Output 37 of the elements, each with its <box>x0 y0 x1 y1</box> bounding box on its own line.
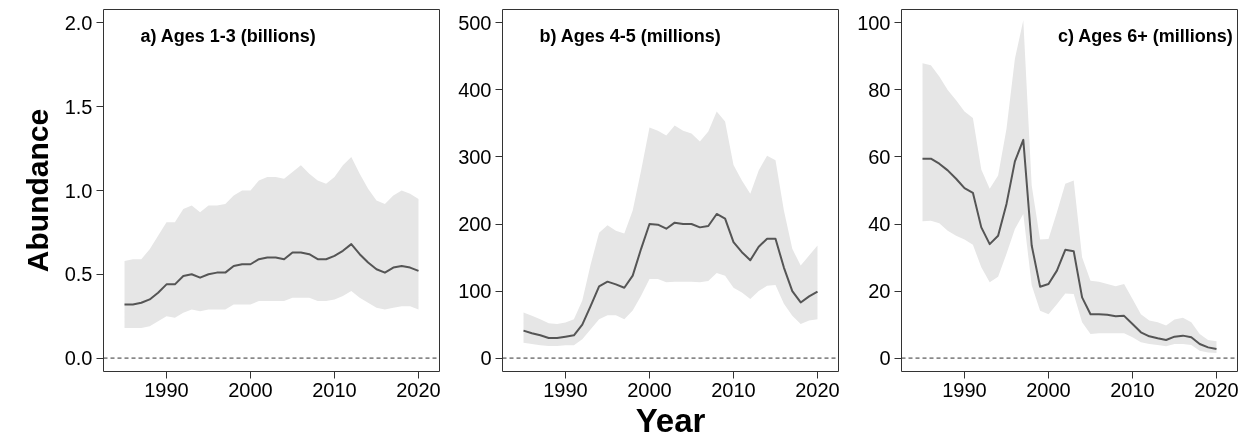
y-tick-label: 2.0 <box>64 11 93 34</box>
y-tick-label: 0.0 <box>64 347 93 370</box>
x-tick-label: 2010 <box>312 378 357 401</box>
x-tick-label: 2010 <box>711 378 756 401</box>
y-tick-label: 1.0 <box>64 179 93 202</box>
text: a) Ages 1-3 (billions) <box>140 25 316 46</box>
y-tick-label: 0.5 <box>64 263 93 286</box>
y-tick-label: 0 <box>480 347 492 370</box>
line-series <box>123 243 420 306</box>
y-tick-label: 200 <box>458 213 492 236</box>
x-tick-label: 1990 <box>942 378 987 401</box>
y-tick-label: 400 <box>458 78 492 101</box>
x-axis-title: Year <box>635 401 706 439</box>
y-tick-label: 500 <box>458 11 492 34</box>
line-series <box>921 138 1218 351</box>
y-axis-title: Abundance <box>20 108 54 273</box>
y-tick-label: 60 <box>868 145 891 168</box>
x-tick-label: 2000 <box>627 378 672 401</box>
y-tick-label: 300 <box>458 145 492 168</box>
y-tick-label: 80 <box>868 78 891 101</box>
y-tick-label: 100 <box>857 11 891 34</box>
x-tick-label: 2020 <box>396 378 441 401</box>
x-tick-label: 2000 <box>228 378 273 401</box>
y-tick-label: 0 <box>879 347 891 370</box>
text: c) Ages 6+ (millions) <box>1057 25 1233 46</box>
y-tick-label: 40 <box>868 213 891 236</box>
x-tick-label: 2000 <box>1026 378 1071 401</box>
text: b) Ages 4-5 (millions) <box>539 25 721 46</box>
x-tick-label: 1990 <box>144 378 189 401</box>
y-tick-label: 1.5 <box>64 95 93 118</box>
y-tick-label: 100 <box>458 280 492 303</box>
x-tick-label: 2020 <box>795 378 840 401</box>
x-tick-label: 2020 <box>1194 378 1239 401</box>
line-series <box>522 212 819 339</box>
x-tick-label: 1990 <box>543 378 588 401</box>
y-tick-label: 20 <box>868 280 891 303</box>
x-tick-label: 2010 <box>1110 378 1155 401</box>
